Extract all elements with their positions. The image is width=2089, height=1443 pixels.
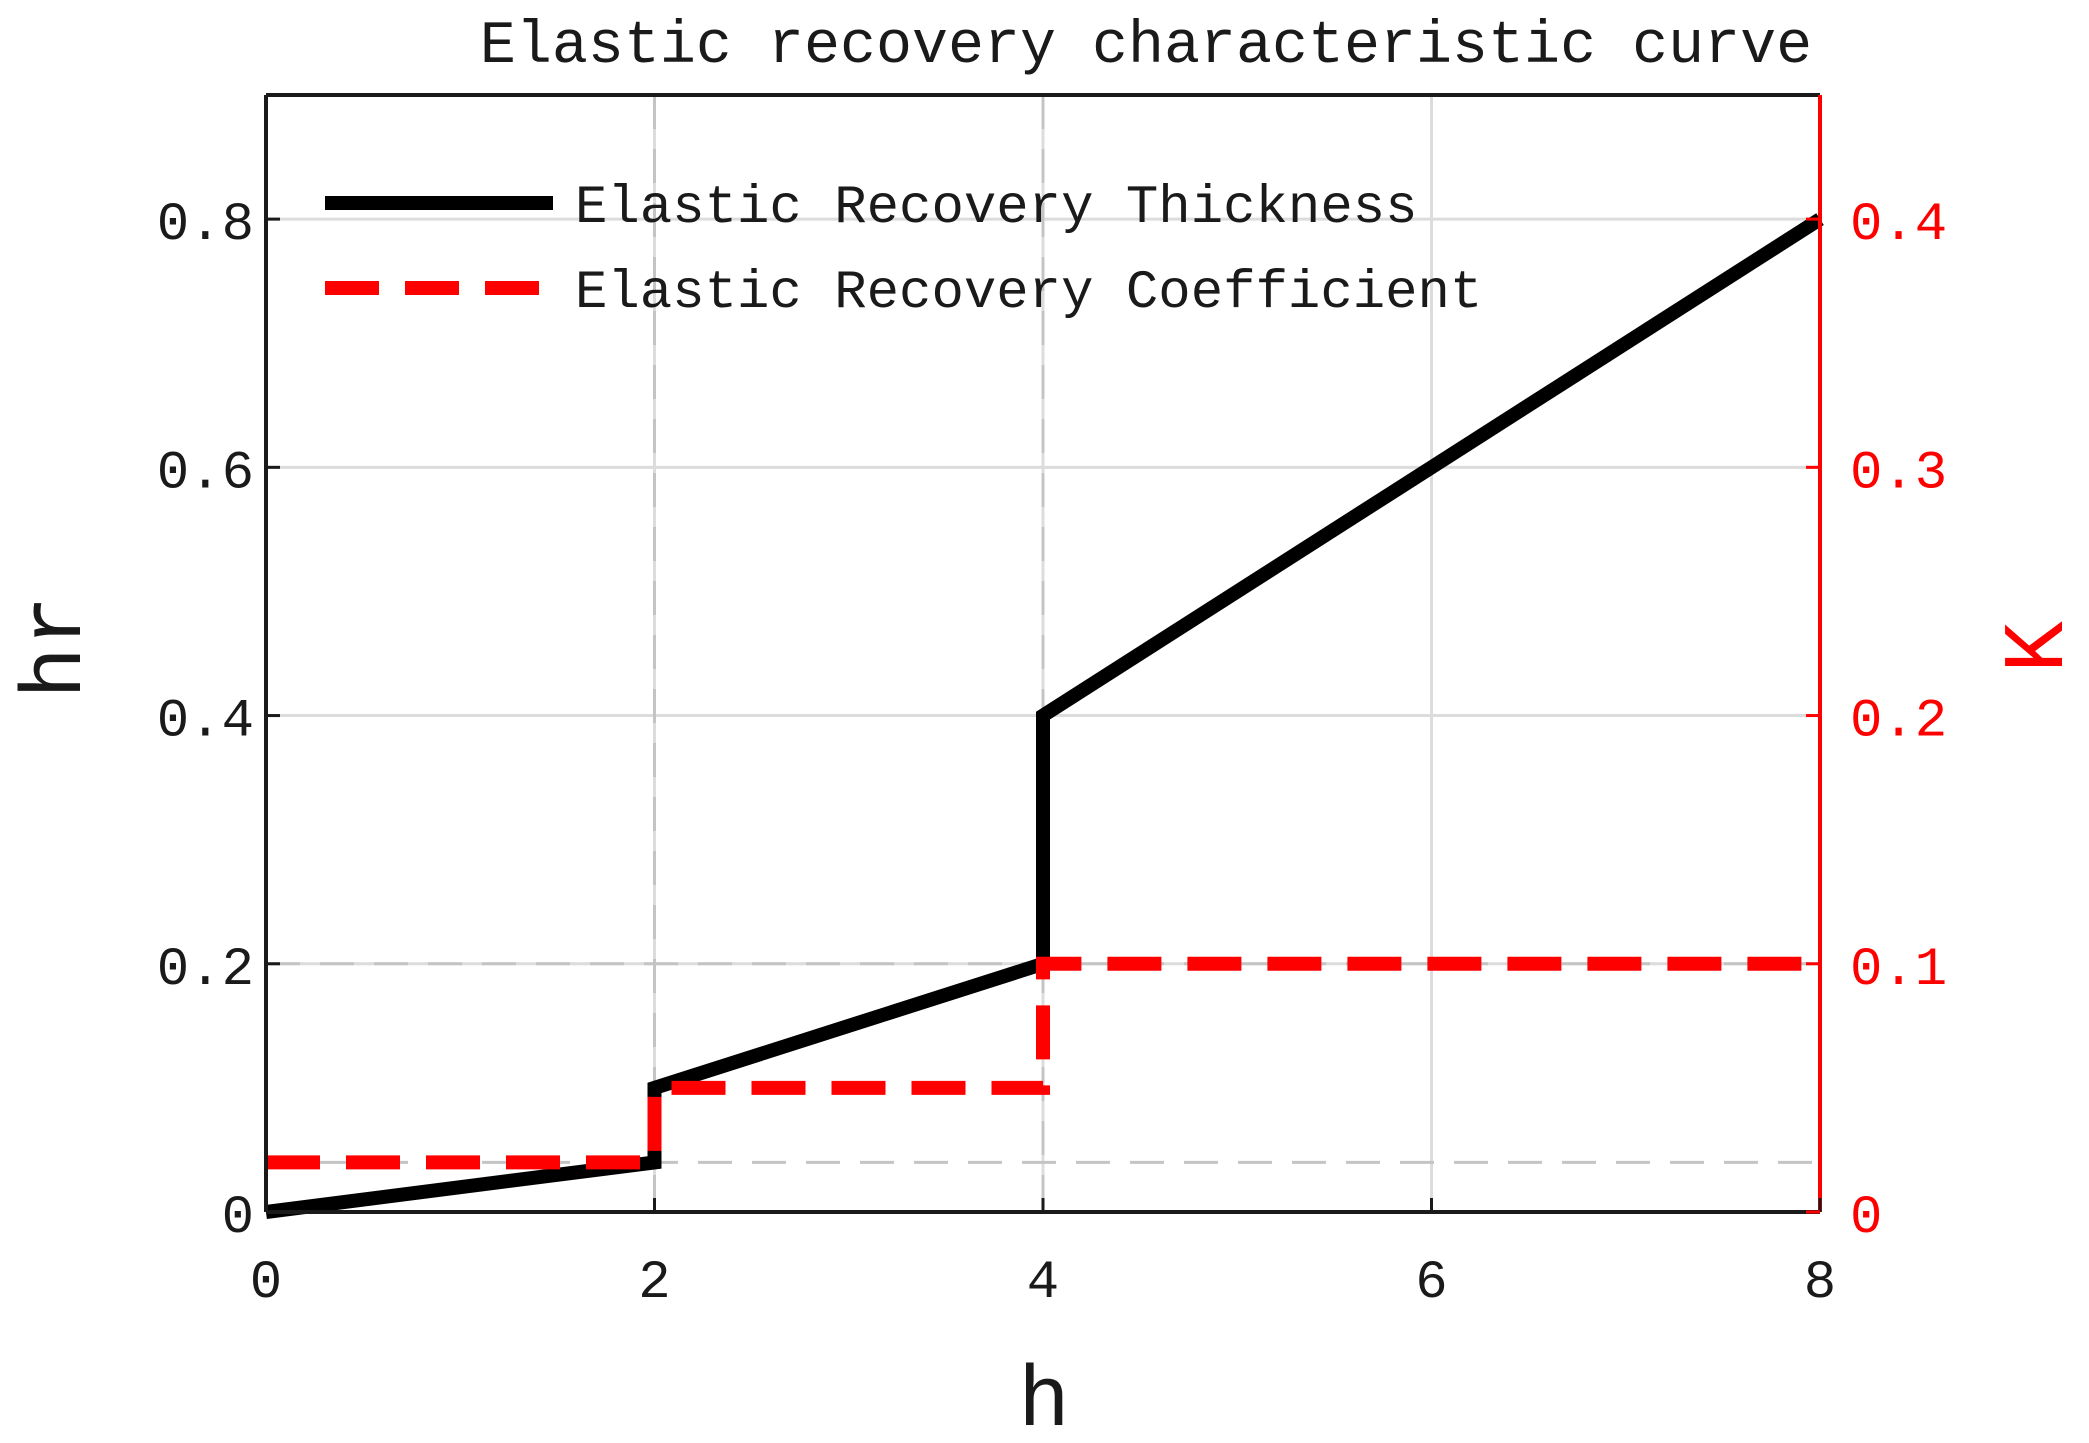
y-tick-label: 0.6	[157, 443, 254, 504]
y2-axis-label: K	[1990, 621, 2088, 673]
y2-tick-label: 0.1	[1850, 940, 1947, 1001]
y-axis-label: hr	[8, 595, 106, 698]
series	[265, 213, 1824, 1219]
y-tick-label: 0	[222, 1188, 254, 1249]
y2-tick-label: 0.2	[1850, 692, 1947, 753]
y-tick-label: 0.2	[157, 940, 254, 1001]
x-tick-label: 8	[1804, 1253, 1836, 1314]
x-axis-label: h	[1018, 1353, 1070, 1443]
x-tick-label: 4	[1027, 1253, 1059, 1314]
legend: Elastic Recovery Thickness Elastic Recov…	[325, 178, 1482, 324]
x-tick-label: 0	[250, 1253, 282, 1314]
legend-thickness-label: Elastic Recovery Thickness	[575, 178, 1418, 239]
coefficient-series-line	[266, 956, 1820, 1170]
y2-tick-label: 0.3	[1850, 443, 1947, 504]
chart-title: Elastic recovery characteristic curve	[480, 13, 1812, 81]
ticks: 0 2 4 6 800.20.40.60.800.10.20.30.4	[157, 195, 1947, 1314]
x-tick-label: 2	[638, 1253, 670, 1314]
x-tick-label: 6	[1415, 1253, 1447, 1314]
y-tick-label: 0.4	[157, 692, 254, 753]
legend-coefficient-label: Elastic Recovery Coefficient	[575, 263, 1482, 324]
thickness-series-line	[265, 213, 1824, 1219]
y2-tick-label: 0	[1850, 1188, 1882, 1249]
y-tick-label: 0.8	[157, 195, 254, 256]
y2-tick-label: 0.4	[1850, 195, 1947, 256]
